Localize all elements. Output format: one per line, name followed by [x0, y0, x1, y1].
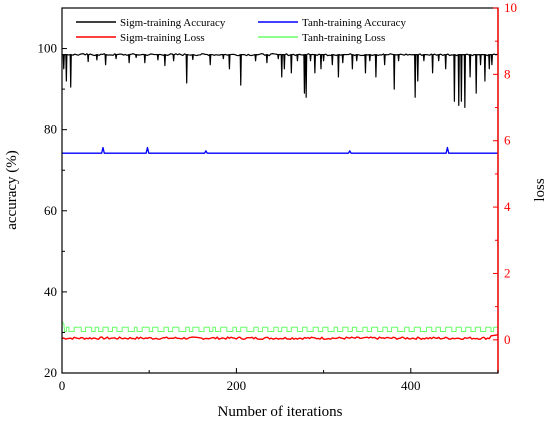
x-tick-label: 200 — [227, 378, 247, 393]
y-left-tick-label: 80 — [44, 122, 57, 137]
left-y-axis-title: accuracy (%) — [4, 150, 20, 230]
y-right-tick-label: 2 — [504, 265, 511, 280]
y-right-tick-label: 8 — [504, 66, 511, 81]
y-right-tick-label: 4 — [504, 199, 511, 214]
series-layer — [61, 53, 499, 341]
y-right-tick-label: 6 — [504, 133, 511, 148]
legend: Sigm-training Accuracy Tanh-training Acc… — [76, 17, 406, 44]
legend-item-tanh-accuracy: Tanh-training Accuracy — [258, 17, 406, 29]
y-left-tick-label: 20 — [44, 365, 57, 380]
left-y-axis: 20 40 60 80 100 — [38, 41, 67, 380]
series-line-sigm-loss — [61, 334, 499, 341]
legend-item-sigm-accuracy: Sigm-training Accuracy — [76, 17, 226, 29]
y-left-tick-label: 40 — [44, 284, 57, 299]
series-line-tanh-accuracy — [62, 146, 498, 154]
x-tick-label: 400 — [401, 378, 421, 393]
series-line-sigm-accuracy — [62, 53, 498, 108]
y-right-tick-label: 0 — [504, 332, 511, 347]
y-right-tick-label: 10 — [504, 0, 517, 15]
legend-label-tanh-loss: Tanh-training Loss — [302, 32, 385, 44]
x-axis-title: Number of iterations — [218, 404, 343, 420]
y-left-tick-label: 100 — [38, 41, 58, 56]
legend-label-sigm-loss: Sigm-training Loss — [120, 32, 205, 44]
legend-label-tanh-accuracy: Tanh-training Accuracy — [302, 17, 406, 29]
right-y-axis-title: loss — [532, 178, 548, 202]
x-tick-label: 0 — [59, 378, 66, 393]
legend-item-tanh-loss: Tanh-training Loss — [258, 32, 385, 44]
right-y-axis: 0 2 4 6 8 10 — [493, 0, 517, 347]
legend-label-sigm-accuracy: Sigm-training Accuracy — [120, 17, 226, 29]
x-axis: 0 200 400 — [59, 368, 499, 393]
series-line-tanh-loss — [61, 321, 499, 333]
y-left-tick-label: 60 — [44, 203, 57, 218]
legend-item-sigm-loss: Sigm-training Loss — [76, 32, 205, 44]
